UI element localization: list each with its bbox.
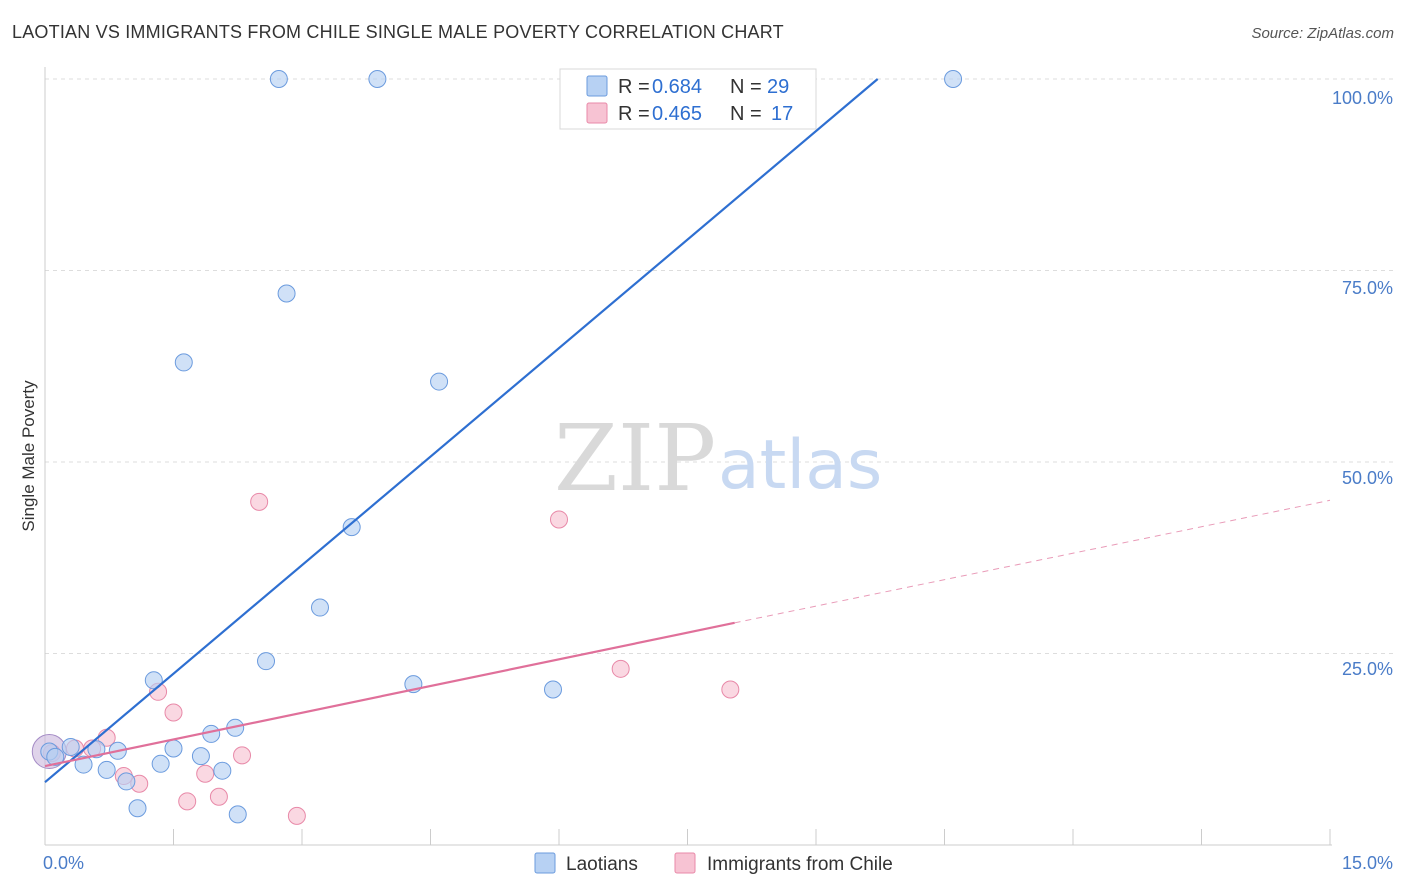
- point-laotians: [151, 754, 170, 773]
- point-laotians: [97, 760, 116, 779]
- point-laotians: [74, 755, 93, 774]
- legend-r-label-chile: R =: [618, 103, 650, 125]
- point-chile: [209, 787, 228, 806]
- point-laotians: [144, 671, 163, 690]
- point-chile: [250, 492, 269, 511]
- legend-n-label-laotians: N =: [730, 76, 762, 98]
- point-laotians: [213, 761, 232, 780]
- point-laotians: [61, 737, 80, 756]
- point-chile: [287, 806, 306, 825]
- chart-source: Source: ZipAtlas.com: [1251, 25, 1394, 42]
- bottom-legend-label-laotians: Laotians: [566, 854, 638, 875]
- bottom-legend-label-chile: Immigrants from Chile: [707, 854, 893, 875]
- point-chile: [178, 792, 197, 811]
- legend-n-label-chile: N =: [730, 103, 762, 125]
- series-laotians: [40, 70, 963, 824]
- y-tick-label-100: 100.0%: [1332, 88, 1393, 108]
- correlation-legend: R = 0.684 N = 29 R = 0.465 N = 17: [559, 68, 817, 130]
- legend-swatch-chile: [586, 102, 608, 124]
- point-laotians: [310, 598, 329, 617]
- point-laotians: [269, 70, 288, 88]
- point-laotians: [430, 372, 449, 391]
- y-tick-label-75: 75.0%: [1342, 278, 1393, 298]
- point-laotians: [117, 772, 136, 791]
- point-laotians: [368, 70, 387, 88]
- legend-n-value-laotians: 29: [767, 76, 789, 98]
- x-tick-label-min: 0.0%: [43, 853, 84, 873]
- watermark: ZIP atlas: [554, 405, 882, 512]
- trend-line-chile: [44, 621, 735, 768]
- point-laotians: [277, 284, 296, 303]
- point-chile: [721, 680, 740, 699]
- watermark-zip: ZIP: [554, 405, 716, 512]
- series-legend: Laotians Immigrants from Chile: [534, 852, 893, 875]
- grid: [45, 78, 1393, 654]
- point-laotians: [174, 353, 193, 372]
- x-tick-label-max: 15.0%: [1342, 853, 1393, 873]
- series-immigrants-from-chile: [31, 492, 740, 825]
- y-tick-label-25: 25.0%: [1342, 659, 1393, 679]
- point-chile: [611, 659, 630, 678]
- bottom-legend-swatch-laotians: [534, 852, 556, 874]
- point-chile: [196, 764, 215, 783]
- y-tick-label-50: 50.0%: [1342, 468, 1393, 488]
- point-laotians: [191, 747, 210, 766]
- trend-line-extension-chile: [734, 499, 1331, 624]
- legend-r-value-laotians: 0.684: [652, 76, 702, 98]
- point-laotians: [257, 652, 276, 671]
- x-tick-marks: [173, 829, 1331, 845]
- watermark-atlas: atlas: [718, 426, 882, 505]
- point-laotians: [228, 805, 247, 824]
- y-axis-label: Single Male Poverty: [19, 380, 38, 532]
- point-chile: [233, 746, 252, 765]
- point-laotians: [164, 739, 183, 758]
- point-laotians: [544, 680, 563, 699]
- point-chile: [550, 510, 568, 529]
- point-laotians: [46, 747, 65, 766]
- trend-line-laotians: [44, 78, 879, 784]
- point-laotians: [944, 70, 963, 88]
- point-chile: [164, 703, 183, 722]
- legend-swatch-laotians: [586, 75, 608, 97]
- point-laotians: [128, 799, 147, 818]
- point-laotians: [342, 518, 361, 537]
- legend-r-value-chile: 0.465: [652, 103, 702, 125]
- legend-n-value-chile: 17: [771, 103, 793, 125]
- legend-r-label-laotians: R =: [618, 76, 650, 98]
- chart-title: LAOTIAN VS IMMIGRANTS FROM CHILE SINGLE …: [12, 22, 784, 42]
- bottom-legend-swatch-chile: [674, 852, 696, 874]
- trend-lines: [44, 78, 1331, 784]
